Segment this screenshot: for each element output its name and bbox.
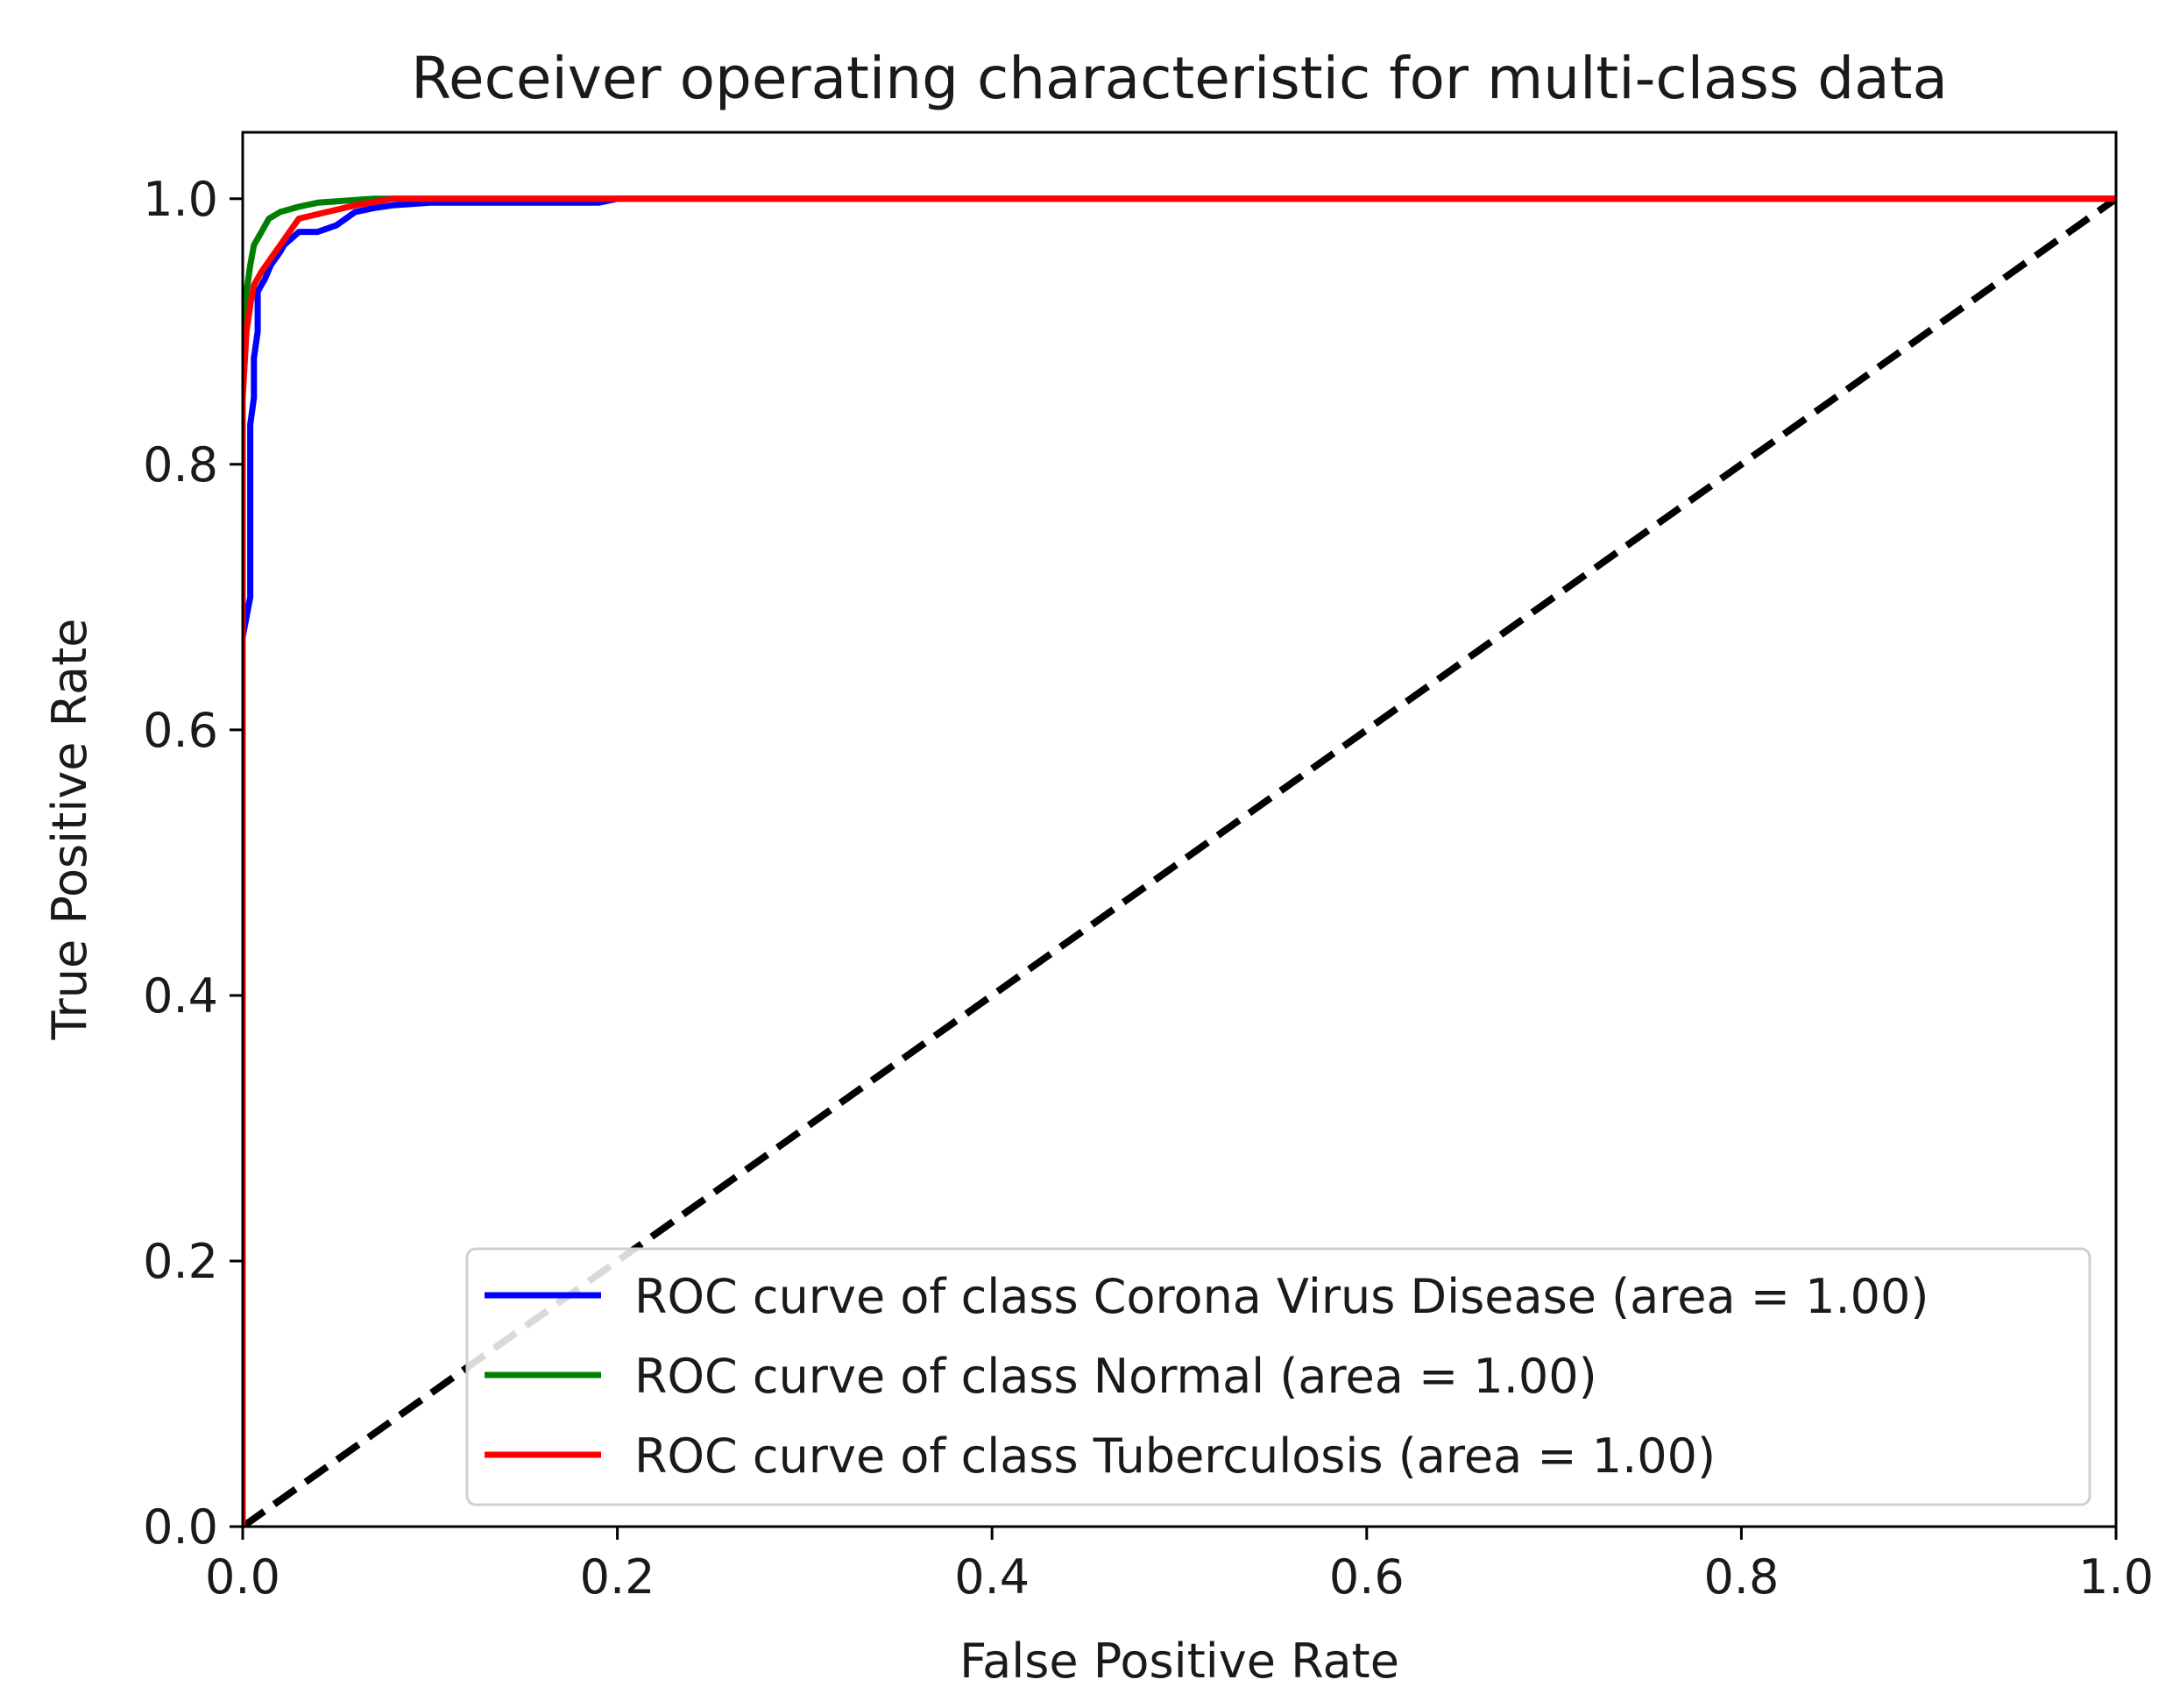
legend-box <box>465 1247 2092 1506</box>
legend-label: ROC curve of class Tuberculosis (area = … <box>634 1428 1716 1484</box>
curves <box>243 195 2116 1527</box>
y-tick-label: 0.4 <box>143 968 218 1024</box>
y-tick-label: 0.0 <box>143 1499 218 1555</box>
legend-label: ROC curve of class Normal (area = 1.00) <box>634 1349 1597 1404</box>
y-tick-label: 0.6 <box>143 703 218 758</box>
x-tick-label: 0.4 <box>954 1549 1030 1605</box>
x-tick-label: 1.0 <box>2078 1549 2154 1605</box>
chance-diagonal-line <box>243 195 2116 1527</box>
plot-frame <box>241 131 2118 1528</box>
legend-label: ROC curve of class Corona Virus Disease … <box>634 1269 1929 1324</box>
y-axis-label: True Positive Rate <box>42 618 97 1040</box>
x-tick-label: 0.0 <box>205 1549 280 1605</box>
x-tick-label: 0.2 <box>580 1549 655 1605</box>
y-tick-label: 1.0 <box>143 172 218 227</box>
x-tick-label: 0.6 <box>1329 1549 1405 1605</box>
legend: ROC curve of class Corona Virus Disease … <box>465 1247 2092 1506</box>
x-axis-label: False Positive Rate <box>959 1634 1399 1689</box>
chart-title: Receiver operating characteristic for mu… <box>411 45 1948 112</box>
ticks: 0.0 0.2 0.4 0.6 0.8 1.0 0.0 0.2 0.4 0.6 0.8 1.0 <box>143 172 2154 1605</box>
x-tick-label: 0.8 <box>1703 1549 1779 1605</box>
y-tick-label: 0.8 <box>143 437 218 493</box>
y-tick-label: 0.2 <box>143 1234 218 1289</box>
roc-curve-series-2 <box>243 195 2116 1527</box>
